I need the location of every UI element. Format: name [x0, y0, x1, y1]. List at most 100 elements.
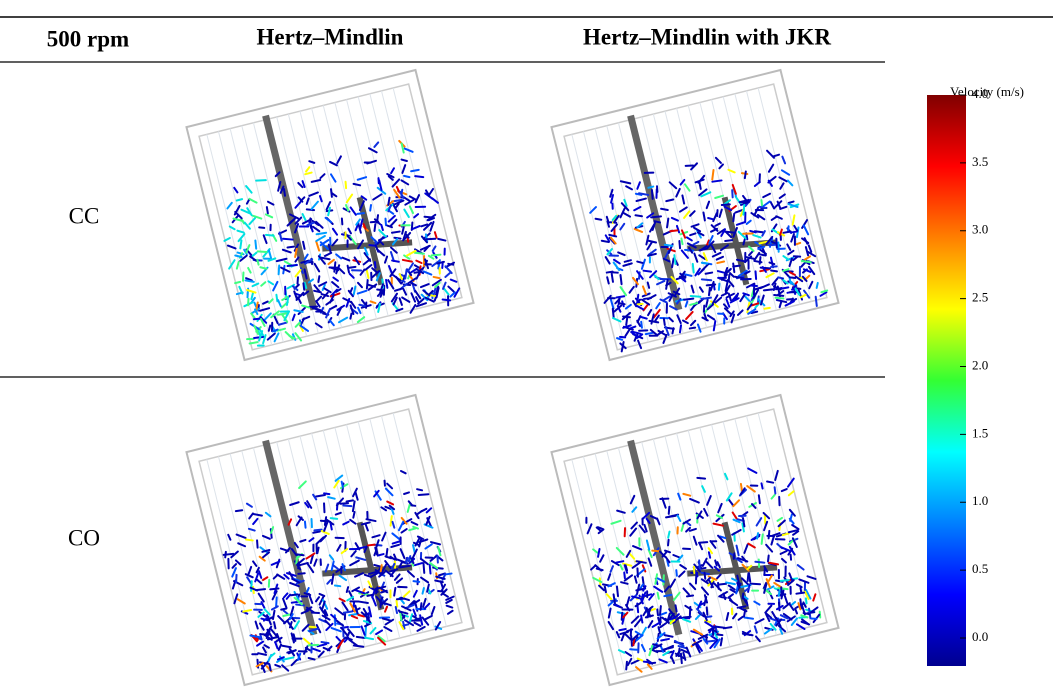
velocity-arrow: [255, 566, 260, 574]
simulation-image: [550, 393, 840, 687]
velocity-arrow: [259, 316, 268, 324]
velocity-arrow: [662, 257, 671, 263]
velocity-arrow: [669, 619, 676, 625]
velocity-arrow: [749, 582, 762, 586]
velocity-arrow: [766, 554, 770, 563]
velocity-arrow: [275, 257, 288, 263]
velocity-arrow: [336, 543, 342, 552]
velocity-arrow: [722, 626, 733, 630]
velocity-arrow: [427, 254, 435, 260]
velocity-arrow: [389, 515, 393, 527]
velocity-arrow: [302, 282, 306, 291]
velocity-arrow: [688, 582, 697, 591]
velocity-arrow: [612, 261, 621, 272]
velocity-arrow: [431, 245, 437, 252]
velocity-arrow: [757, 245, 766, 250]
baffle-line: [252, 447, 308, 662]
velocity-arrow: [694, 613, 702, 621]
velocity-arrow: [386, 500, 395, 506]
velocity-arrow: [312, 530, 321, 534]
velocity-arrow: [346, 239, 349, 248]
velocity-arrow: [688, 246, 694, 254]
velocity-arrow: [729, 310, 735, 318]
velocity-arrow: [688, 527, 697, 532]
velocity-arrow: [345, 193, 354, 204]
velocity-arrow: [293, 541, 299, 549]
velocity-arrow: [592, 576, 603, 584]
velocity-arrow: [630, 521, 638, 530]
velocity-arrow: [677, 645, 687, 650]
velocity-arrow: [607, 582, 616, 588]
velocity-arrow: [242, 609, 253, 613]
velocity-arrow: [390, 507, 395, 515]
velocity-arrow: [690, 284, 695, 294]
velocity-arrow: [663, 634, 674, 638]
velocity-arrow: [700, 578, 710, 585]
velocity-arrow: [314, 494, 326, 498]
velocity-arrow: [299, 324, 310, 332]
velocity-arrow: [425, 515, 431, 526]
velocity-arrow: [619, 222, 626, 231]
velocity-arrow: [669, 578, 676, 589]
velocity-arrow: [673, 639, 685, 647]
velocity-arrow: [320, 600, 326, 612]
velocity-arrow: [356, 316, 366, 324]
velocity-arrow: [642, 269, 653, 273]
velocity-arrow: [324, 216, 333, 224]
velocity-arrow: [307, 592, 314, 605]
velocity-arrow: [775, 616, 782, 628]
velocity-arrow: [761, 266, 767, 273]
velocity-arrow: [634, 214, 643, 218]
impeller: [721, 196, 750, 286]
velocity-arrow: [746, 564, 753, 571]
velocity-arrow: [404, 232, 410, 239]
velocity-arrow: [647, 548, 653, 559]
velocity-arrow: [700, 297, 709, 300]
velocity-arrow: [643, 523, 648, 533]
velocity-arrow: [630, 659, 640, 665]
velocity-arrow: [276, 573, 286, 580]
velocity-arrow: [344, 180, 348, 190]
velocity-arrow: [279, 185, 285, 194]
velocity-arrow: [279, 547, 290, 552]
velocity-arrow: [654, 573, 659, 585]
velocity-arrow: [625, 185, 633, 191]
velocity-arrow: [407, 555, 412, 563]
velocity-arrow: [290, 593, 299, 597]
velocity-arrow: [720, 228, 727, 237]
velocity-arrow: [435, 575, 446, 580]
velocity-arrow: [795, 591, 806, 595]
velocity-arrow: [625, 596, 631, 607]
velocity-arrow: [335, 264, 341, 275]
velocity-arrow: [761, 230, 766, 237]
velocity-arrow: [244, 279, 255, 283]
velocity-arrow: [422, 270, 433, 276]
velocity-arrow: [753, 600, 761, 606]
velocity-arrow: [297, 572, 306, 575]
velocity-arrow: [277, 264, 281, 276]
velocity-arrow: [320, 641, 330, 645]
velocity-arrow: [267, 578, 271, 588]
velocity-arrow: [725, 612, 730, 622]
velocity-arrow: [720, 244, 729, 252]
velocity-arrow: [685, 236, 693, 242]
velocity-arrow: [325, 201, 332, 211]
velocity-arrow: [259, 307, 271, 312]
velocity-arrow: [703, 571, 707, 580]
velocity-arrow: [413, 621, 422, 627]
velocity-arrow: [235, 198, 244, 202]
velocity-arrow: [586, 523, 593, 535]
velocity-arrow: [295, 555, 299, 565]
velocity-arrow: [340, 217, 344, 226]
velocity-arrow: [706, 303, 715, 311]
container-outer: [185, 393, 475, 687]
velocity-arrow: [334, 607, 345, 616]
velocity-arrow: [789, 585, 792, 595]
velocity-arrow: [378, 229, 387, 238]
velocity-arrow: [436, 260, 445, 265]
velocity-arrow: [760, 482, 764, 490]
velocity-arrow: [714, 559, 718, 567]
velocity-arrow: [647, 185, 655, 189]
velocity-arrow: [732, 264, 741, 268]
velocity-arrow: [716, 260, 726, 265]
